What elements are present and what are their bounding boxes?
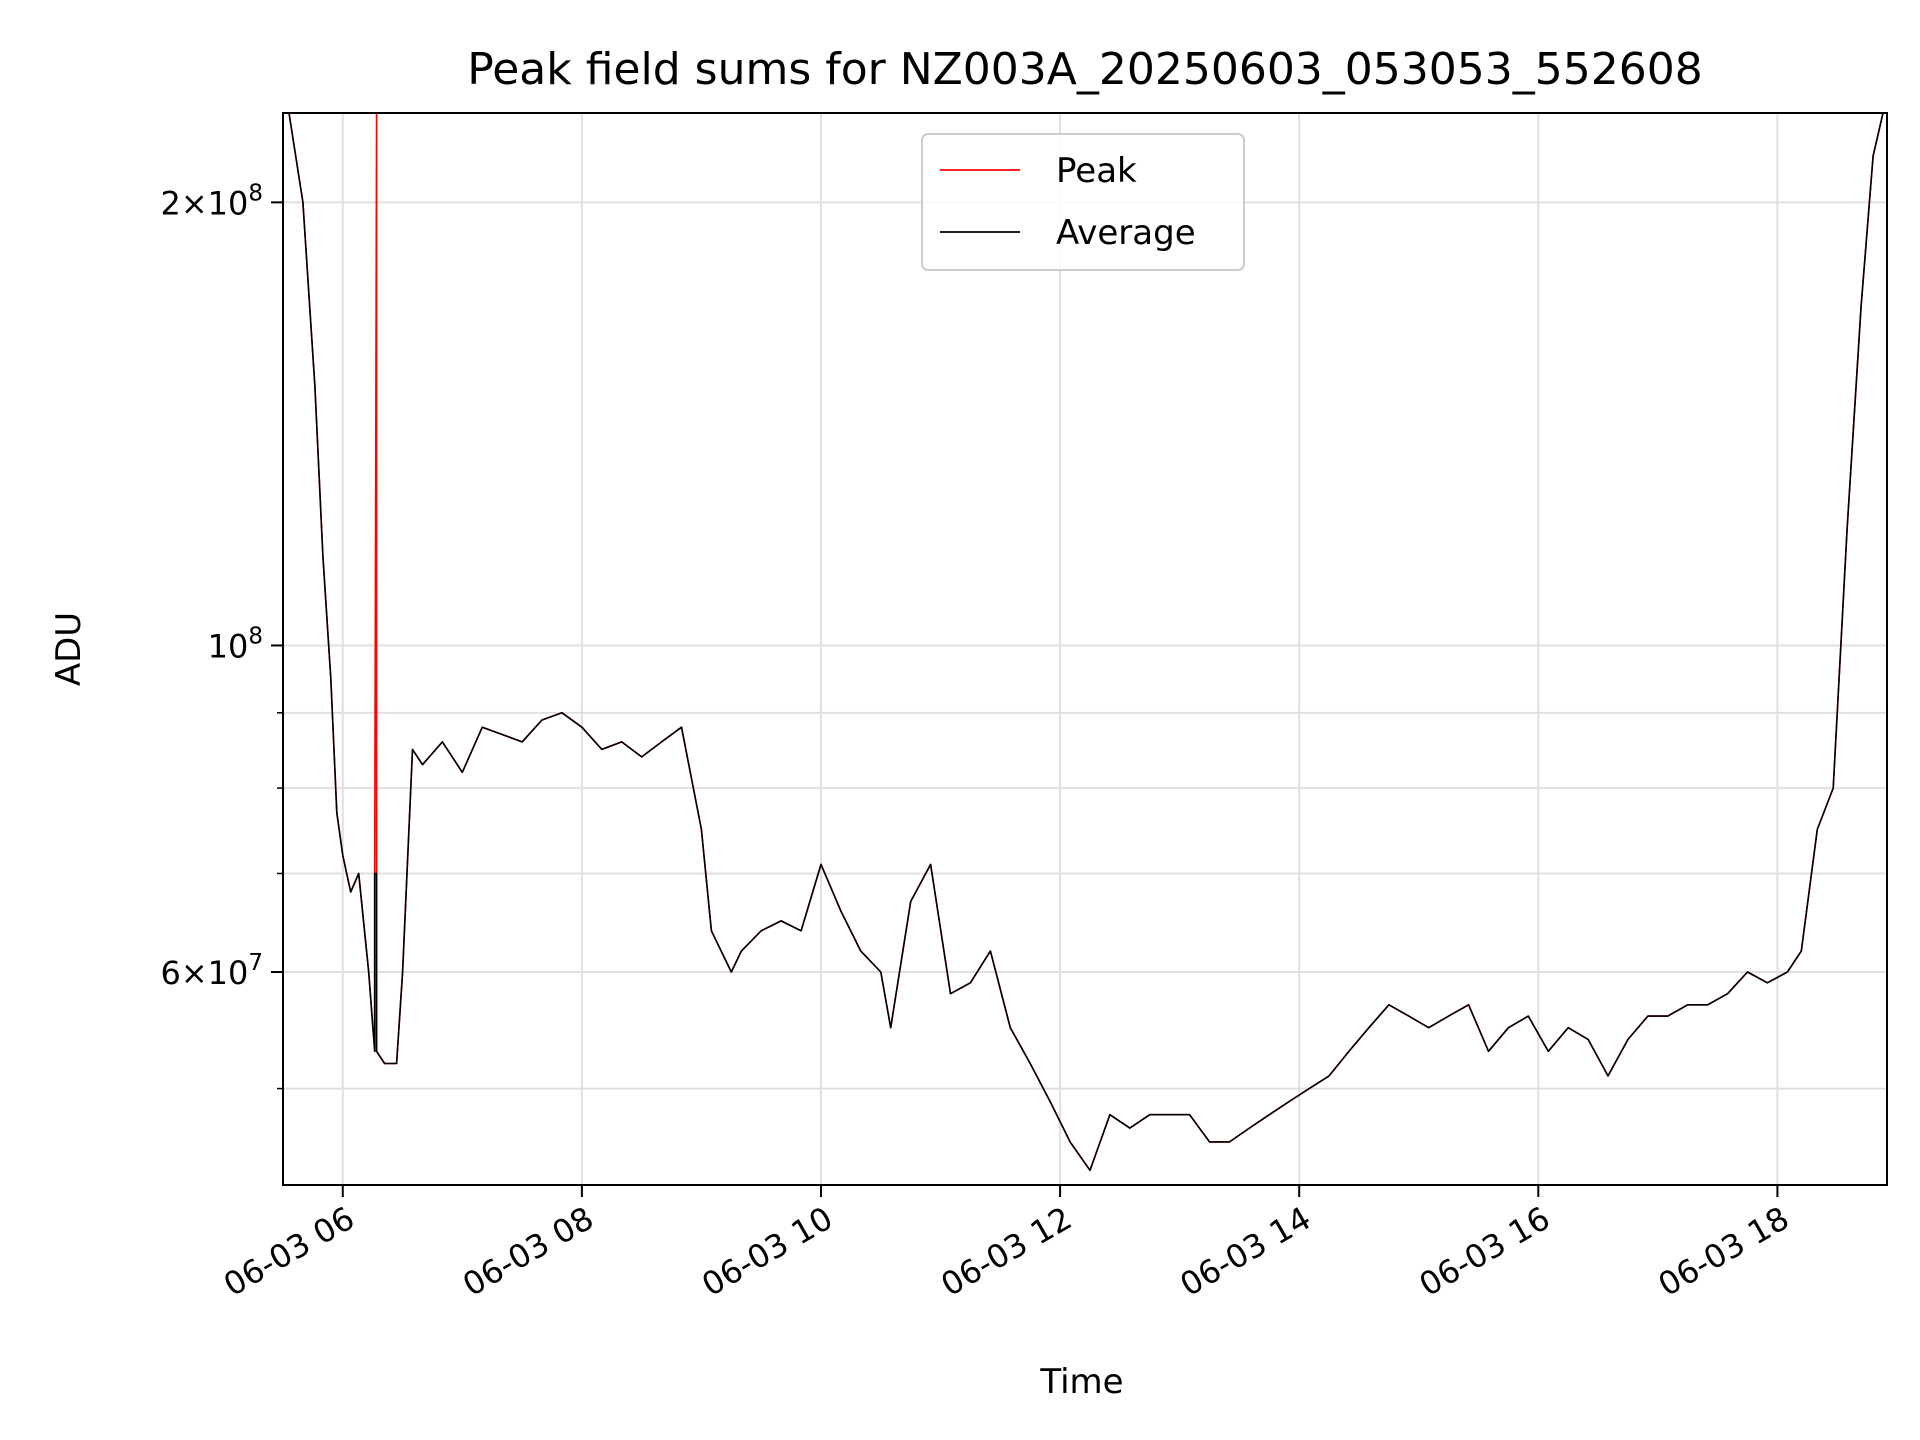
- plot-area-frame: [282, 112, 1888, 1186]
- legend: Peak Average: [921, 133, 1245, 271]
- x-axis-label: Time: [1039, 1362, 1123, 1402]
- y-tick-label: 2×108: [160, 180, 263, 222]
- y-tick-times-ten: ×10: [181, 954, 249, 992]
- y-tick-label: 6×107: [160, 950, 263, 992]
- legend-label-peak: Peak: [1056, 151, 1137, 191]
- y-tick-exponent: 8: [248, 623, 263, 649]
- y-tick-exponent: 8: [248, 180, 263, 206]
- series-line-average: [288, 113, 1884, 1172]
- y-tick-mantissa: 2: [160, 184, 180, 222]
- y-tick-base: 10: [208, 627, 249, 665]
- chart-title: Peak field sums for NZ003A_20250603_0530…: [467, 44, 1702, 95]
- y-tick-exponent: 7: [248, 950, 263, 976]
- legend-frame: [921, 133, 1245, 271]
- y-tick-times-ten: ×10: [181, 184, 249, 222]
- y-axis-label: ADU: [49, 612, 89, 686]
- legend-label-average: Average: [1056, 213, 1196, 253]
- series-layer: [288, 113, 1884, 1172]
- y-tick-mantissa: 6: [160, 954, 180, 992]
- y-tick-label: 108: [208, 623, 263, 665]
